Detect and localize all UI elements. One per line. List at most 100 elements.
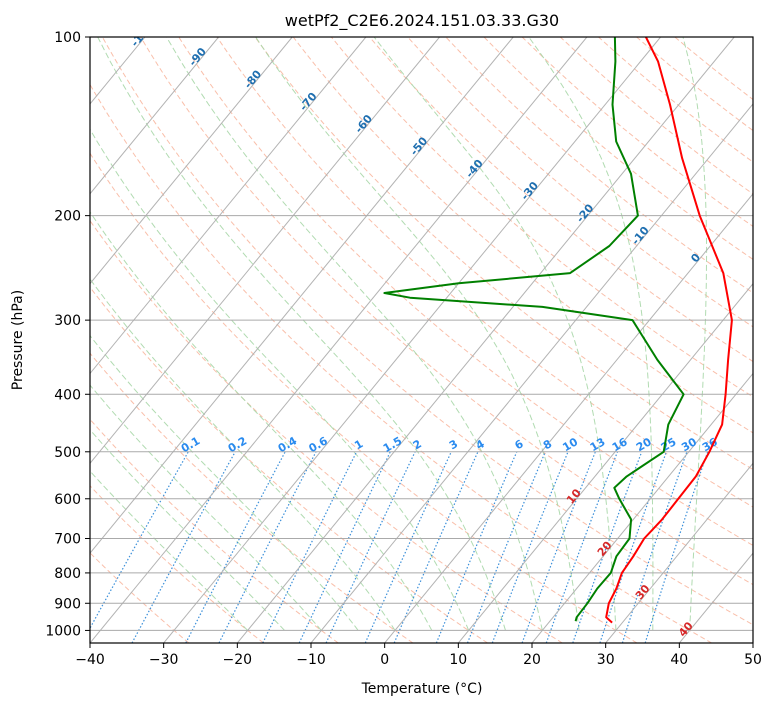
isotherm-line bbox=[605, 462, 753, 643]
dry-adiabat-line bbox=[331, 37, 753, 398]
mixing-ratio-line bbox=[644, 451, 709, 643]
mixing-ratio-label: 6 bbox=[512, 437, 525, 452]
dry-adiabat-line bbox=[90, 152, 638, 643]
moist-adiabat-line bbox=[90, 334, 359, 631]
y-tick-label: 900 bbox=[54, 596, 81, 612]
dry-adiabat-label: -30 bbox=[518, 179, 541, 203]
isotherm-line bbox=[90, 37, 367, 375]
y-axis-ticks: 100 200 300 400 500 600 700 800 900 1000 bbox=[45, 30, 90, 639]
dewpoint-profile-line bbox=[383, 37, 685, 622]
mixing-ratio-line bbox=[621, 451, 688, 643]
dry-adiabat-line bbox=[90, 83, 712, 643]
mixing-ratio-line bbox=[262, 451, 358, 643]
moist-adiabat-line bbox=[90, 128, 470, 631]
dry-adiabat-label: 20 bbox=[595, 539, 615, 559]
moist-adiabat-line bbox=[682, 37, 708, 631]
y-tick-label: 500 bbox=[54, 445, 81, 461]
dry-adiabat-line bbox=[140, 37, 753, 586]
dry-adiabat-label: -20 bbox=[574, 201, 597, 225]
y-tick-label: 400 bbox=[54, 387, 81, 403]
isotherm-line bbox=[90, 37, 440, 465]
isotherm-line bbox=[310, 103, 753, 643]
dry-adiabat-label: -70 bbox=[297, 90, 320, 114]
dry-adiabat-line bbox=[292, 37, 753, 434]
dry-adiabat-label: -100 bbox=[128, 20, 156, 50]
y-tick-label: 800 bbox=[54, 566, 81, 582]
mixing-ratio-line bbox=[131, 451, 236, 643]
moist-adiabat-line bbox=[90, 211, 433, 631]
mixing-ratio-label: 4 bbox=[474, 437, 487, 452]
x-tick-label: 30 bbox=[597, 652, 615, 668]
x-tick-label: −20 bbox=[223, 652, 253, 668]
isotherm-line bbox=[678, 552, 753, 643]
isotherm-line bbox=[90, 37, 293, 285]
moist-adiabat-line bbox=[166, 37, 543, 631]
dry-adiabat-line bbox=[674, 37, 753, 101]
dry-adiabat-label: 40 bbox=[676, 619, 696, 639]
x-axis-title: Temperature (°C) bbox=[361, 681, 483, 697]
y-tick-label: 200 bbox=[54, 209, 81, 225]
mixing-ratio-line bbox=[435, 451, 518, 643]
isotherm-line bbox=[531, 372, 753, 643]
dry-adiabat-label: -50 bbox=[408, 134, 431, 158]
x-tick-label: 0 bbox=[380, 652, 389, 668]
dry-adiabat-line bbox=[636, 37, 753, 132]
isotherm-line bbox=[384, 193, 753, 643]
dry-adiabat-line bbox=[90, 484, 264, 643]
background-lines bbox=[90, 37, 753, 643]
dry-adiabat-line bbox=[90, 552, 190, 643]
isotherm-line bbox=[90, 37, 588, 643]
dry-adiabat-label: -10 bbox=[629, 224, 652, 248]
dry-adiabat-label: -60 bbox=[352, 112, 375, 136]
dry-adiabat-label: -90 bbox=[186, 45, 209, 69]
dry-adiabat-line bbox=[559, 37, 753, 195]
dry-adiabat-line bbox=[483, 37, 753, 260]
dry-adiabat-line bbox=[178, 37, 753, 546]
dry-adiabat-line bbox=[90, 219, 563, 643]
mixing-ratio-line bbox=[572, 451, 643, 643]
dry-adiabat-label: 0 bbox=[688, 251, 703, 265]
x-tick-label: 10 bbox=[449, 652, 467, 668]
mixing-ratio-line bbox=[393, 451, 479, 643]
moist-adiabat-line bbox=[90, 429, 285, 631]
y-tick-label: 300 bbox=[54, 313, 81, 329]
dry-adiabat-line bbox=[369, 37, 753, 363]
isotherm-line bbox=[90, 37, 514, 554]
moist-adiabat-line bbox=[97, 37, 506, 631]
y-tick-label: 100 bbox=[54, 30, 81, 46]
y-tick-label: 700 bbox=[54, 532, 81, 548]
mixing-ratio-line bbox=[545, 451, 619, 643]
y-tick-label: 1000 bbox=[45, 623, 81, 639]
mixing-ratio-line bbox=[491, 451, 569, 643]
moist-adiabat-line bbox=[373, 37, 617, 631]
mixing-ratio-line bbox=[521, 451, 596, 643]
dry-adiabat-line bbox=[407, 37, 753, 328]
isotherm-line bbox=[457, 282, 753, 643]
dry-adiabat-line bbox=[90, 286, 488, 643]
x-tick-label: 50 bbox=[744, 652, 762, 668]
moist-adiabat-line bbox=[255, 37, 580, 631]
dry-adiabat-label: -80 bbox=[242, 67, 265, 91]
mixing-ratio-label: 2 bbox=[411, 437, 424, 452]
mixing-ratio-label: 1 bbox=[352, 437, 365, 452]
mixing-ratio-label: 3 bbox=[447, 437, 460, 452]
moist-adiabat-line bbox=[90, 384, 322, 631]
x-tick-label: 20 bbox=[523, 652, 541, 668]
x-axis-ticks: −40 −30 −20 −10 0 10 20 30 40 50 bbox=[75, 643, 762, 668]
plot-frame bbox=[89, 36, 754, 644]
dry-adiabat-label: -40 bbox=[463, 157, 486, 181]
y-axis-title: Pressure (hPa) bbox=[10, 290, 26, 390]
x-tick-label: −40 bbox=[75, 652, 105, 668]
mixing-ratio-line bbox=[325, 451, 416, 643]
mixing-ratio-line bbox=[466, 451, 546, 643]
y-tick-label: 600 bbox=[54, 492, 81, 508]
dry-adiabat-line bbox=[216, 37, 753, 508]
isotherm-line bbox=[163, 37, 661, 643]
x-tick-label: −30 bbox=[149, 652, 179, 668]
moist-adiabat-line bbox=[528, 37, 654, 631]
mixing-ratio-line bbox=[185, 451, 286, 643]
profile-lines bbox=[383, 37, 733, 624]
x-tick-label: 40 bbox=[670, 652, 688, 668]
isotherm-line bbox=[236, 37, 735, 643]
